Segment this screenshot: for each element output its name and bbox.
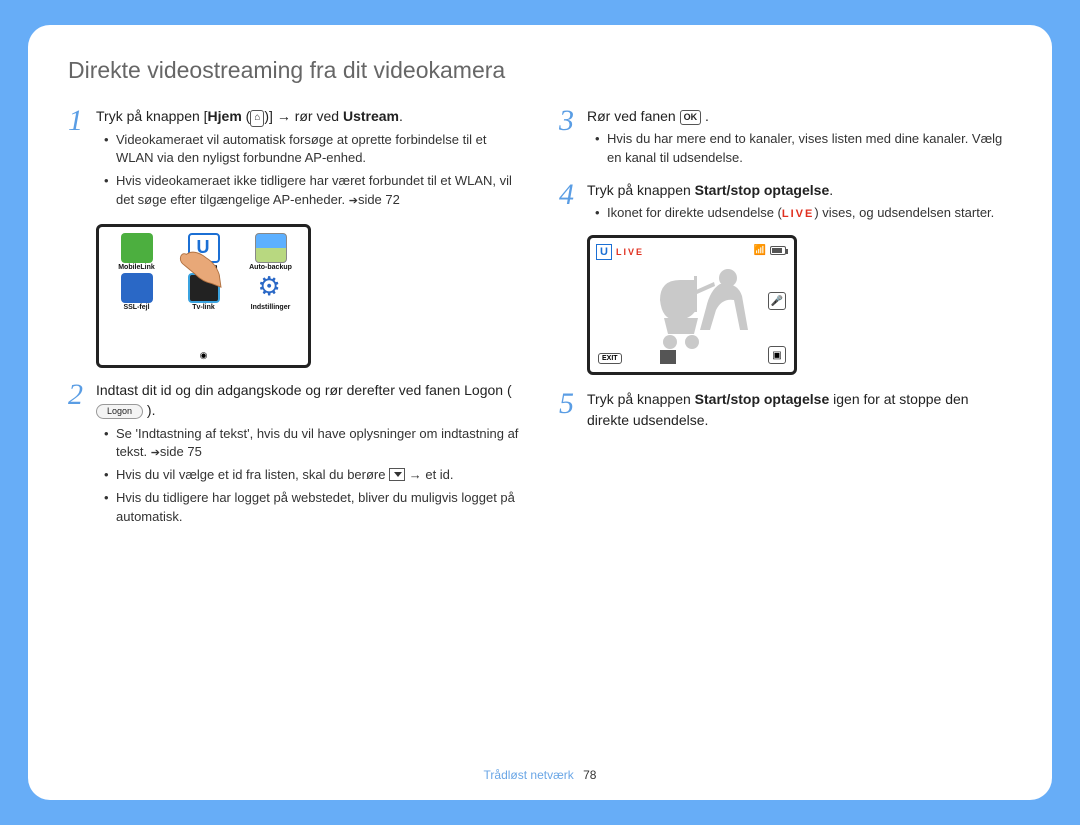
footer-section: Trådløst netværk — [484, 768, 574, 782]
app-autobackup: Auto-backup — [239, 233, 302, 271]
logon-button-icon: Logon — [96, 404, 143, 419]
step-4: 4 Tryk på knappen Start/stop optagelse. … — [559, 180, 1012, 227]
touch-hand-icon — [177, 247, 223, 289]
step-2-bullet-3: Hvis du tidligere har logget på webstede… — [104, 489, 521, 527]
step-2-number: 2 — [68, 380, 96, 531]
step-1-number: 1 — [68, 106, 96, 214]
step-2-bullet-2: Hvis du vil vælge et id fra listen, skal… — [104, 466, 521, 485]
step-1: 1 Tryk på knappen [Hjem (⌂)] → rør ved U… — [68, 106, 521, 214]
app-mobilelink: MobileLink — [105, 233, 168, 271]
right-column: 3 Rør ved fanen OK . Hvis du har mere en… — [559, 106, 1012, 539]
app-indstillinger: Indstillinger — [239, 273, 302, 311]
step-5-number: 5 — [559, 389, 587, 434]
t: ( — [242, 108, 251, 124]
step-1-body: Tryk på knappen [Hjem (⌂)] → rør ved Ust… — [96, 106, 521, 214]
footer-page-number: 78 — [583, 768, 596, 782]
t: Hjem — [208, 108, 242, 124]
app-label: SSL-fejl — [105, 304, 168, 311]
t: Hvis videokameraet ikke tidligere har væ… — [116, 173, 512, 207]
step-2-body: Indtast dit id og din adgangskode og rør… — [96, 380, 521, 531]
t: Start/stop optagelse — [695, 182, 830, 198]
dropdown-icon — [389, 468, 405, 481]
pageref-icon — [151, 444, 160, 459]
page-footer: Trådløst netværk 78 — [28, 768, 1052, 782]
step-5-lead: Tryk på knappen Start/stop optagelse ige… — [587, 389, 1012, 430]
step-5-body: Tryk på knappen Start/stop optagelse ige… — [587, 389, 1012, 434]
step-1-bullet-1: Videokameraet vil automatisk forsøge at … — [104, 131, 521, 169]
home-icon: ⌂ — [250, 110, 264, 127]
mic-icon: 🎤 — [768, 292, 786, 310]
step-2: 2 Indtast dit id og din adgangskode og r… — [68, 380, 521, 531]
preview-status-icons — [754, 244, 786, 256]
t: Indtast dit id og din adgangskode og rør… — [96, 382, 512, 398]
t: . — [701, 108, 709, 124]
battery-icon — [770, 246, 786, 255]
step-4-number: 4 — [559, 180, 587, 227]
step-4-lead: Tryk på knappen Start/stop optagelse. — [587, 180, 1012, 200]
autobackup-icon — [255, 233, 287, 263]
step-3-bullet-1: Hvis du har mere end to kanaler, vises l… — [595, 130, 1012, 168]
save-icon: ▣ — [768, 346, 786, 364]
step-3: 3 Rør ved fanen OK . Hvis du har mere en… — [559, 106, 1012, 172]
t: Tryk på knappen — [587, 182, 695, 198]
t: side 75 — [160, 444, 202, 459]
t: . — [829, 182, 833, 198]
step-1-bullet-2: Hvis videokameraet ikke tidligere har væ… — [104, 172, 521, 210]
exit-button-icon: EXIT — [598, 353, 622, 364]
live-preview-thumbnail: U LIVE — [587, 235, 797, 375]
step-4-bullet-1: Ikonet for direkte udsendelse (LIVE) vis… — [595, 204, 1012, 223]
ssl-icon — [121, 273, 153, 303]
live-icon: LIVE — [782, 208, 814, 220]
t: Ikonet for direkte udsendelse ( — [607, 205, 782, 220]
ustream-mini-icon: U — [596, 244, 612, 260]
step-3-body: Rør ved fanen OK . Hvis du har mere end … — [587, 106, 1012, 172]
t: Start/stop optagelse — [695, 391, 830, 407]
step-5: 5 Tryk på knappen Start/stop optagelse i… — [559, 389, 1012, 434]
t: ) vises, og udsendelsen starter. — [814, 205, 994, 220]
stroller-silhouette-icon — [650, 260, 760, 355]
step-3-number: 3 — [559, 106, 587, 172]
t: Tryk på knappen [ — [96, 108, 208, 124]
step-3-lead: Rør ved fanen OK . — [587, 106, 1012, 126]
t: )] → rør ved — [264, 108, 343, 124]
t: Hvis du vil vælge et id fra listen, skal… — [116, 467, 389, 482]
t: → et id. — [405, 467, 453, 482]
t: side 72 — [358, 192, 400, 207]
step-2-bullet-1: Se 'Indtastning af tekst', hvis du vil h… — [104, 425, 521, 463]
pageref-icon — [349, 192, 358, 207]
step-2-lead: Indtast dit id og din adgangskode og rør… — [96, 380, 521, 421]
t: . — [399, 108, 403, 124]
settings-icon — [255, 273, 287, 303]
wifi-icon — [754, 244, 766, 256]
page-indicator-icon: ◉ — [200, 350, 208, 361]
step-4-body: Tryk på knappen Start/stop optagelse. Ik… — [587, 180, 1012, 227]
live-label: LIVE — [616, 247, 644, 257]
columns: 1 Tryk på knappen [Hjem (⌂)] → rør ved U… — [68, 106, 1012, 539]
manual-page: Direkte videostreaming fra dit videokame… — [28, 25, 1052, 800]
t: ). — [147, 402, 156, 418]
t: Tryk på knappen — [587, 391, 695, 407]
app-label: Auto-backup — [239, 264, 302, 271]
left-column: 1 Tryk på knappen [Hjem (⌂)] → rør ved U… — [68, 106, 521, 539]
app-label: Indstillinger — [239, 304, 302, 311]
mobilelink-icon — [121, 233, 153, 263]
t: Rør ved fanen — [587, 108, 680, 124]
app-label: Tv-link — [172, 304, 235, 311]
ok-button-icon: OK — [680, 110, 702, 125]
t: Ustream — [343, 108, 399, 124]
app-sslfejl: SSL-fejl — [105, 273, 168, 311]
page-title: Direkte videostreaming fra dit videokame… — [68, 57, 1012, 84]
step-1-lead: Tryk på knappen [Hjem (⌂)] → rør ved Ust… — [96, 106, 521, 127]
home-screen-thumbnail: MobileLink Ustream Auto-backup SSL-fejl … — [96, 224, 311, 368]
app-label: MobileLink — [105, 264, 168, 271]
album-icon — [660, 350, 676, 364]
